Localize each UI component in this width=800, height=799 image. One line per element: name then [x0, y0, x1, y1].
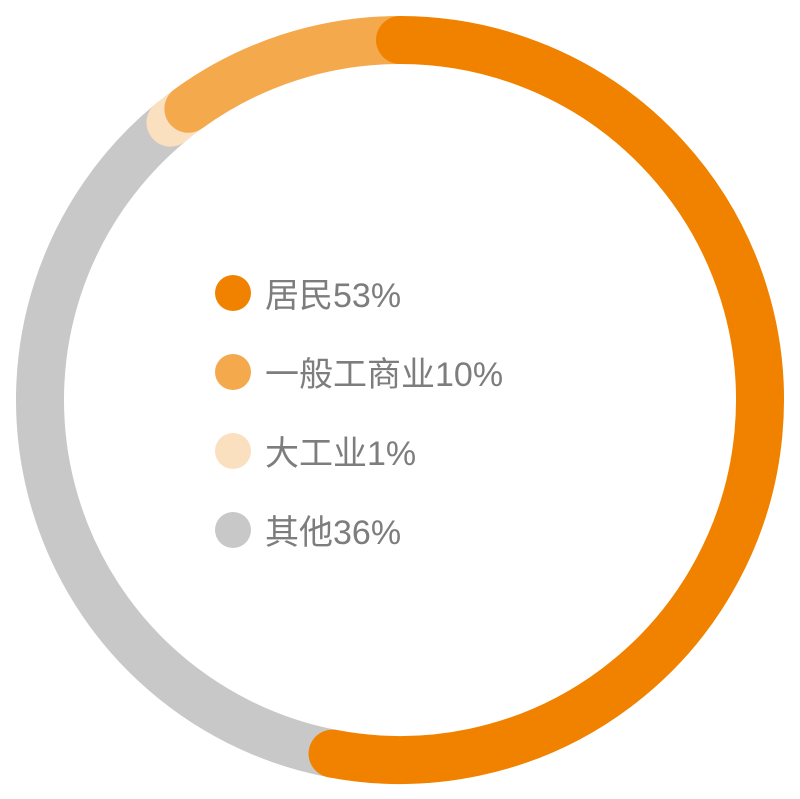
- legend-dot-icon: [215, 354, 251, 390]
- legend-label: 大工业1%: [265, 426, 416, 475]
- legend-item: 居民53%: [215, 268, 503, 317]
- legend-item: 大工业1%: [215, 426, 503, 475]
- legend: 居民53% 一般工商业10% 大工业1% 其他36%: [215, 268, 503, 554]
- legend-label: 其他36%: [265, 505, 401, 554]
- legend-item: 一般工商业10%: [215, 347, 503, 396]
- legend-dot-icon: [215, 275, 251, 311]
- donut-chart: 居民53% 一般工商业10% 大工业1% 其他36%: [0, 0, 800, 799]
- donut-slice: [188, 40, 400, 109]
- legend-item: 其他36%: [215, 505, 503, 554]
- legend-label: 居民53%: [265, 268, 401, 317]
- legend-dot-icon: [215, 512, 251, 548]
- legend-label: 一般工商业10%: [265, 347, 503, 396]
- legend-dot-icon: [215, 433, 251, 469]
